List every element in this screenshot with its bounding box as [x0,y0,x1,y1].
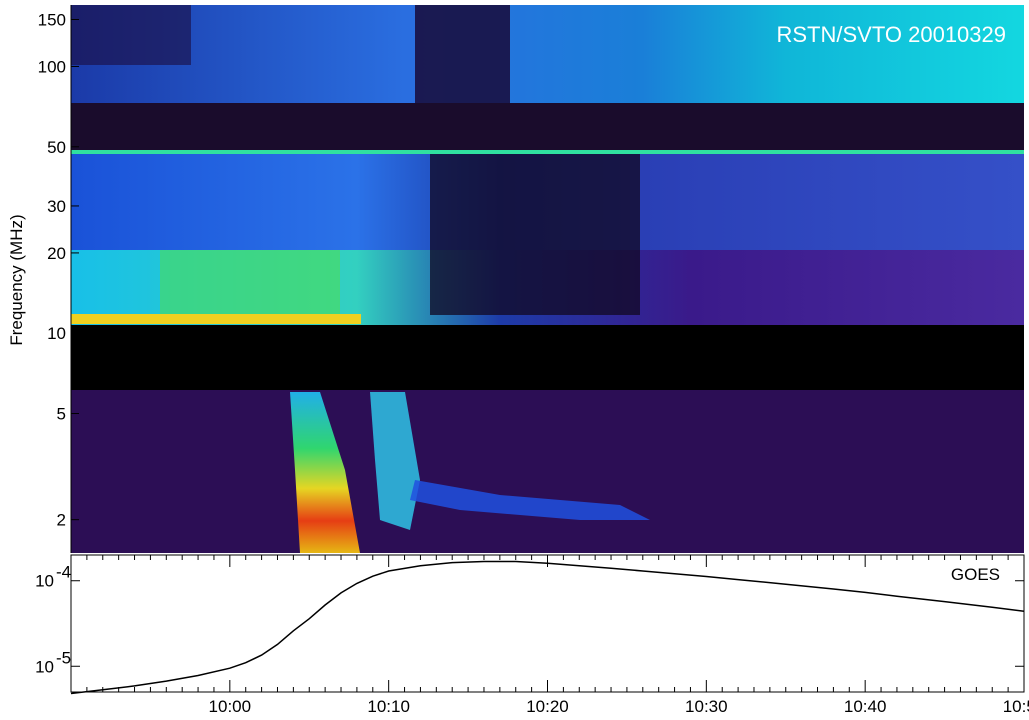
goes-y-tick-label: 10 [35,657,54,676]
y-tick-label: 30 [47,197,66,216]
y-tick-label: 20 [47,244,66,263]
y-tick-label: 5 [57,405,66,424]
goes-y-tick-exponent: -5 [56,648,71,667]
chart-title: RSTN/SVTO 20010329 [777,22,1007,47]
goes-x-ticks: 10:00 10:10 10:20 10:30 10:40 10:50 [70,555,1029,716]
goes-x-tick-label: 10:40 [844,697,887,716]
y-tick-label: 100 [38,57,66,76]
burst-secondary [370,392,420,530]
goes-x-tick-label: 10:00 [209,697,252,716]
goes-x-tick-label: 10:20 [526,697,569,716]
gap-band-lower [71,325,1024,390]
goes-x-tick-label: 10:10 [367,697,410,716]
goes-y-ticks: 10-410-5 [35,563,1024,676]
goes-label: GOES [951,565,1000,584]
goes-frame [70,554,1025,693]
middle-bright-line [71,150,1024,154]
goes-panel: GOES [70,554,1025,695]
y-tick-label: 50 [47,138,66,157]
goes-y-tick-label: 10 [35,572,54,591]
goes-y-tick-exponent: -4 [56,563,71,582]
spectrogram-panel: RSTN/SVTO 20010329 [71,5,1024,553]
goes-x-tick-label: 10:50 [1003,697,1029,716]
y-tick-label: 150 [38,10,66,29]
y-axis-label: Frequency (MHz) [7,214,26,345]
burst-drift [410,480,650,520]
y-tick-label: 2 [57,511,66,530]
upper-band-dark-region [415,5,510,103]
gap-band-upper [71,103,1024,150]
middle-green-region [160,250,340,315]
y-tick-label: 10 [47,324,66,343]
goes-flux-line [70,560,1025,695]
low-band [71,390,1024,553]
upper-band-dark-left [71,5,191,65]
burst-main [290,392,360,553]
goes-x-tick-label: 10:30 [685,697,728,716]
spectrogram-y-ticks: 150 100 50 30 20 10 5 2 [38,10,79,530]
middle-hot-line [71,314,361,324]
middle-dark-region [430,150,640,315]
upper-band [71,5,1024,103]
